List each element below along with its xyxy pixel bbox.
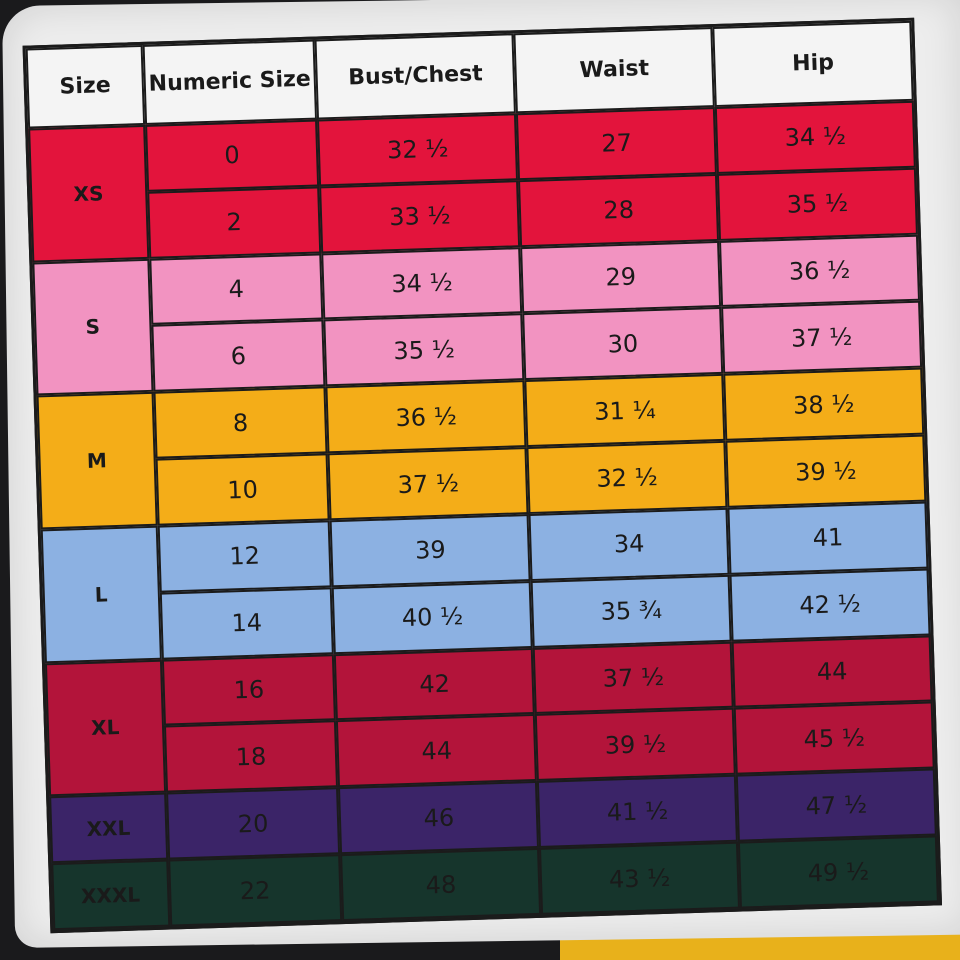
numeric-size-cell: 2 [146,186,322,259]
bust-cell: 46 [338,781,540,855]
bust-cell: 48 [340,847,542,922]
numeric-size-cell: 12 [157,520,333,593]
numeric-size-cell: 4 [148,253,324,326]
header-bust-chest: Bust/Chest [314,33,517,120]
size-chart-body: XS 0 32 ½ 27 34 ½ 2 33 ½ 28 35 ½ S 4 34 ½ 29 36 ½ 6 35 … [28,100,939,931]
waist-cell: 29 [520,240,722,314]
header-waist: Waist [513,27,715,114]
bust-cell: 36 ½ [325,380,527,454]
waist-cell: 28 [518,173,720,247]
size-label-cell: M [36,392,158,530]
waist-cell: 32 ½ [526,440,728,515]
hip-cell: 38 ½ [723,367,925,441]
waist-cell: 39 ½ [535,708,736,782]
bust-cell: 37 ½ [327,447,529,521]
size-chart-table: Size Numeric Size Bust/Chest Waist Hip X… [25,20,939,931]
bust-cell: 35 ½ [323,313,525,387]
hip-cell: 35 ½ [717,167,918,241]
numeric-size-cell: 14 [159,587,335,660]
numeric-size-cell: 0 [144,119,320,192]
header-size: Size [25,44,145,129]
size-label-cell: L [40,525,162,663]
hip-cell: 49 ½ [738,835,939,909]
hip-cell: 37 ½ [721,301,923,375]
numeric-size-cell: 6 [150,319,326,393]
size-label-cell: XXL [49,792,168,864]
size-label-cell: XS [28,124,149,263]
waist-cell: 43 ½ [539,841,741,915]
hip-cell: 42 ½ [729,568,931,642]
waist-cell: 34 [528,507,730,581]
hip-cell: 45 ½ [733,701,935,775]
hip-cell: 36 ½ [719,234,921,308]
waist-cell: 27 [516,106,718,181]
waist-cell: 30 [522,307,724,381]
numeric-size-cell: 10 [155,453,331,526]
header-numeric-size: Numeric Size [142,39,318,125]
hip-cell: 39 ½ [725,434,927,508]
hip-cell: 44 [731,635,933,709]
size-label-cell: XXXL [51,859,170,931]
waist-cell: 41 ½ [537,774,739,848]
waist-cell: 35 ¾ [530,574,732,648]
bust-cell: 39 [330,514,531,588]
side-text-fragment: MExMCNP [2,0,960,712]
hip-cell: 41 [727,501,929,575]
bust-cell: 42 [334,647,536,721]
size-label-cell: S [32,258,154,396]
numeric-size-cell: 8 [153,386,328,459]
bust-cell: 40 ½ [332,580,533,654]
size-chart-table-frame: Size Numeric Size Bust/Chest Waist Hip X… [22,17,943,934]
bust-cell: 34 ½ [321,246,523,320]
bust-cell: 44 [336,714,538,788]
header-hip: Hip [712,20,914,107]
hip-cell: 34 ½ [714,100,916,174]
numeric-size-cell: 22 [167,854,343,927]
numeric-size-cell: 16 [161,653,337,727]
size-label-cell: XL [44,659,166,797]
waist-cell: 37 ½ [532,641,734,715]
numeric-size-cell: 18 [163,720,339,793]
waist-cell: 31 ¼ [524,374,726,448]
bust-cell: 33 ½ [319,180,521,254]
numeric-size-cell: 20 [165,787,341,860]
bust-cell: 32 ½ [317,113,519,187]
hip-cell: 47 ½ [735,768,937,842]
